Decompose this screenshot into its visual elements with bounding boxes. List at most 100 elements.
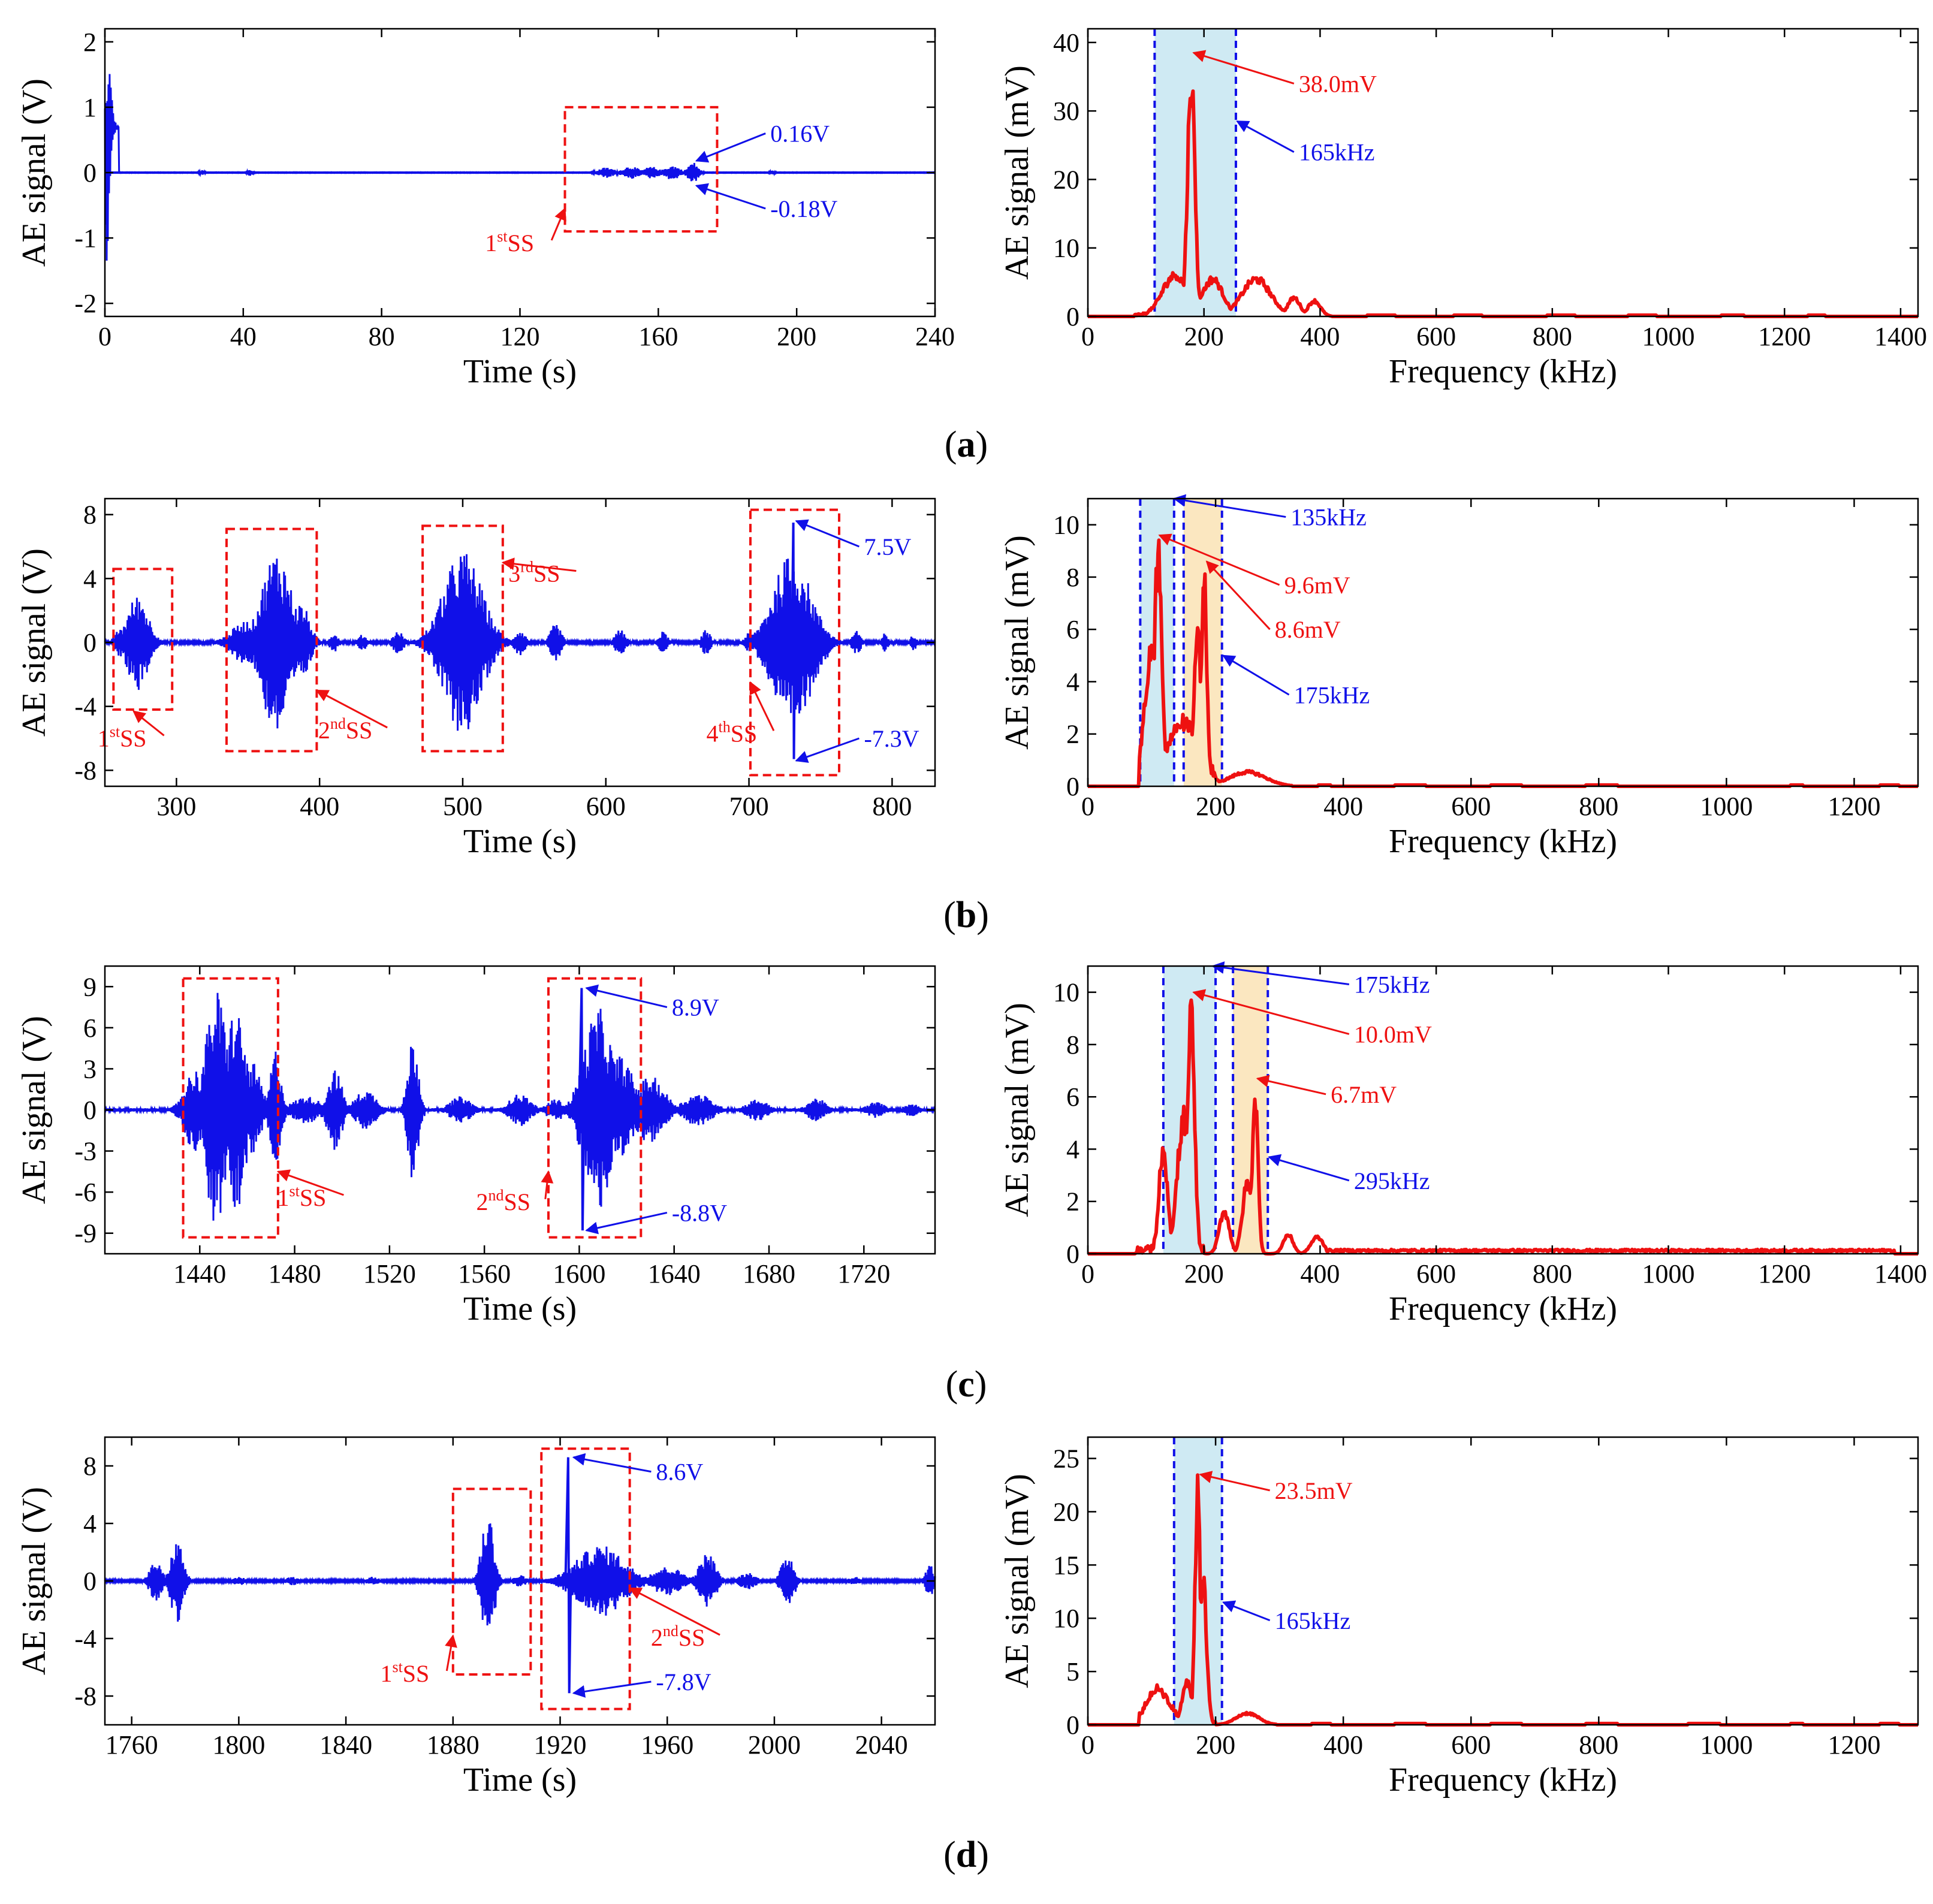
y-tick-label: 9 <box>83 972 97 1001</box>
annotation-arrow <box>795 737 860 763</box>
y-axis-label: AE signal (V) <box>16 548 53 737</box>
peak-spike <box>564 1457 572 1694</box>
y-tick-label: 0 <box>1066 1239 1079 1269</box>
y-tick-label: 6 <box>83 1013 97 1043</box>
x-tick-label: 600 <box>586 792 626 821</box>
annotation-label: 165kHz <box>1275 1607 1351 1634</box>
y-tick-label: 10 <box>1053 978 1079 1007</box>
x-tick-label: 1000 <box>1700 792 1753 821</box>
panel-label-open: ( <box>945 424 957 465</box>
y-tick-label: 0 <box>83 1567 97 1596</box>
annotation-label: 10.0mV <box>1354 1021 1432 1048</box>
annotation-arrow <box>1158 533 1280 586</box>
x-axis-label: Frequency (kHz) <box>1389 823 1617 860</box>
x-tick-label: 700 <box>729 792 769 821</box>
x-axis-label: Frequency (kHz) <box>1389 1761 1617 1799</box>
ss-label-number: 1 <box>278 1184 290 1211</box>
y-tick-label: 6 <box>1066 615 1079 644</box>
x-tick-label: 0 <box>98 322 111 351</box>
ss-label-sup: st <box>110 723 120 740</box>
x-tick-label: 600 <box>1416 322 1456 351</box>
x-tick-label: 0 <box>1081 792 1094 821</box>
annotation-arrow <box>1268 1154 1350 1182</box>
ss-box <box>112 568 174 711</box>
y-tick-label: 4 <box>83 564 97 593</box>
ss-label-sup: st <box>290 1182 300 1200</box>
ss-label-sup: nd <box>663 1622 678 1640</box>
x-tick-label: 1720 <box>837 1259 890 1289</box>
annotation-arrow <box>1192 989 1350 1035</box>
x-tick-label: 1760 <box>105 1730 158 1760</box>
annotation-arrow <box>1192 50 1295 85</box>
x-tick-label: 400 <box>1300 1259 1340 1289</box>
y-axis-label: AE signal (mV) <box>999 1474 1036 1688</box>
x-tick-label: 1200 <box>1828 792 1880 821</box>
y-tick-label: 8 <box>83 1452 97 1481</box>
x-tick-label: 1560 <box>458 1259 511 1289</box>
y-tick-label: 8 <box>1066 1030 1079 1060</box>
y-tick-label: -2 <box>74 289 97 318</box>
annotation-arrow <box>572 1680 652 1698</box>
y-axis-label: AE signal (V) <box>16 1487 53 1675</box>
panel-label-letter: d <box>956 1834 976 1875</box>
x-tick-label: 2040 <box>855 1730 908 1760</box>
annotation-label: 165kHz <box>1299 139 1375 166</box>
x-tick-label: 800 <box>1533 322 1572 351</box>
time-signal-trace <box>104 554 936 731</box>
x-tick-label: 200 <box>777 322 816 351</box>
y-tick-label: 0 <box>83 1096 97 1125</box>
panel-label-close: ) <box>976 895 989 936</box>
x-tick-label: 1000 <box>1700 1730 1753 1760</box>
x-tick-label: 600 <box>1451 1730 1491 1760</box>
x-tick-label: 1800 <box>212 1730 265 1760</box>
ss-box <box>749 508 841 777</box>
x-tick-label: 1000 <box>1642 322 1695 351</box>
x-tick-label: 160 <box>638 322 678 351</box>
ss-label-text: SS <box>731 720 758 747</box>
ss-label-number: 2 <box>477 1188 488 1215</box>
annotation-label: -7.8V <box>656 1668 711 1695</box>
annotation-arrow <box>1222 654 1290 696</box>
x-tick-label: 400 <box>1323 792 1363 821</box>
x-tick-label: 40 <box>230 322 257 351</box>
ss-label-number: 1 <box>380 1660 392 1687</box>
y-axis-label: AE signal (V) <box>16 79 53 267</box>
ss-label-number: 2 <box>651 1624 663 1651</box>
annotation-arrow <box>1236 120 1295 153</box>
y-tick-label: 20 <box>1053 165 1079 194</box>
y-tick-label: 2 <box>1066 720 1079 749</box>
y-tick-label: 5 <box>1066 1657 1079 1686</box>
x-tick-label: 800 <box>1579 792 1618 821</box>
x-tick-label: 120 <box>500 322 540 351</box>
x-tick-label: 80 <box>369 322 395 351</box>
peak-spike <box>578 988 586 1231</box>
time-signal-trace <box>104 1523 936 1626</box>
y-tick-label: 8 <box>83 500 97 530</box>
x-axis-label: Frequency (kHz) <box>1389 353 1617 390</box>
y-tick-label: -4 <box>74 1624 97 1653</box>
annotation-label: 8.6V <box>656 1459 703 1486</box>
ss-label: 4thSS <box>707 718 758 747</box>
ss-arrow <box>445 1634 457 1671</box>
x-tick-label: 0 <box>1081 1259 1094 1289</box>
y-tick-label: 2 <box>1066 1187 1079 1217</box>
x-tick-label: 0 <box>1081 1730 1094 1760</box>
y-axis-label: AE signal (mV) <box>999 65 1036 280</box>
panel-label-letter: a <box>957 424 976 465</box>
ss-box <box>225 527 318 753</box>
y-tick-label: 0 <box>1066 1710 1079 1740</box>
y-tick-label: 1 <box>83 93 97 122</box>
ss-label-number: 1 <box>98 725 110 752</box>
annotation-arrow <box>795 519 860 548</box>
ss-label-text: SS <box>120 725 147 752</box>
panel-label-open: ( <box>943 1834 956 1875</box>
x-tick-label: 200 <box>1196 1730 1235 1760</box>
chart-c-freq: 175kHz 10.0mV 6.7mV 295kHz 0 200 400 600 800 1000… <box>999 961 1927 1327</box>
ss-arrow <box>276 1169 344 1196</box>
ss-arrow <box>315 689 388 729</box>
annotation-label: -0.18V <box>770 195 837 222</box>
x-tick-label: 1960 <box>641 1730 693 1760</box>
annotation-label: -8.8V <box>672 1199 727 1226</box>
ss-label-text: SS <box>678 1624 705 1651</box>
